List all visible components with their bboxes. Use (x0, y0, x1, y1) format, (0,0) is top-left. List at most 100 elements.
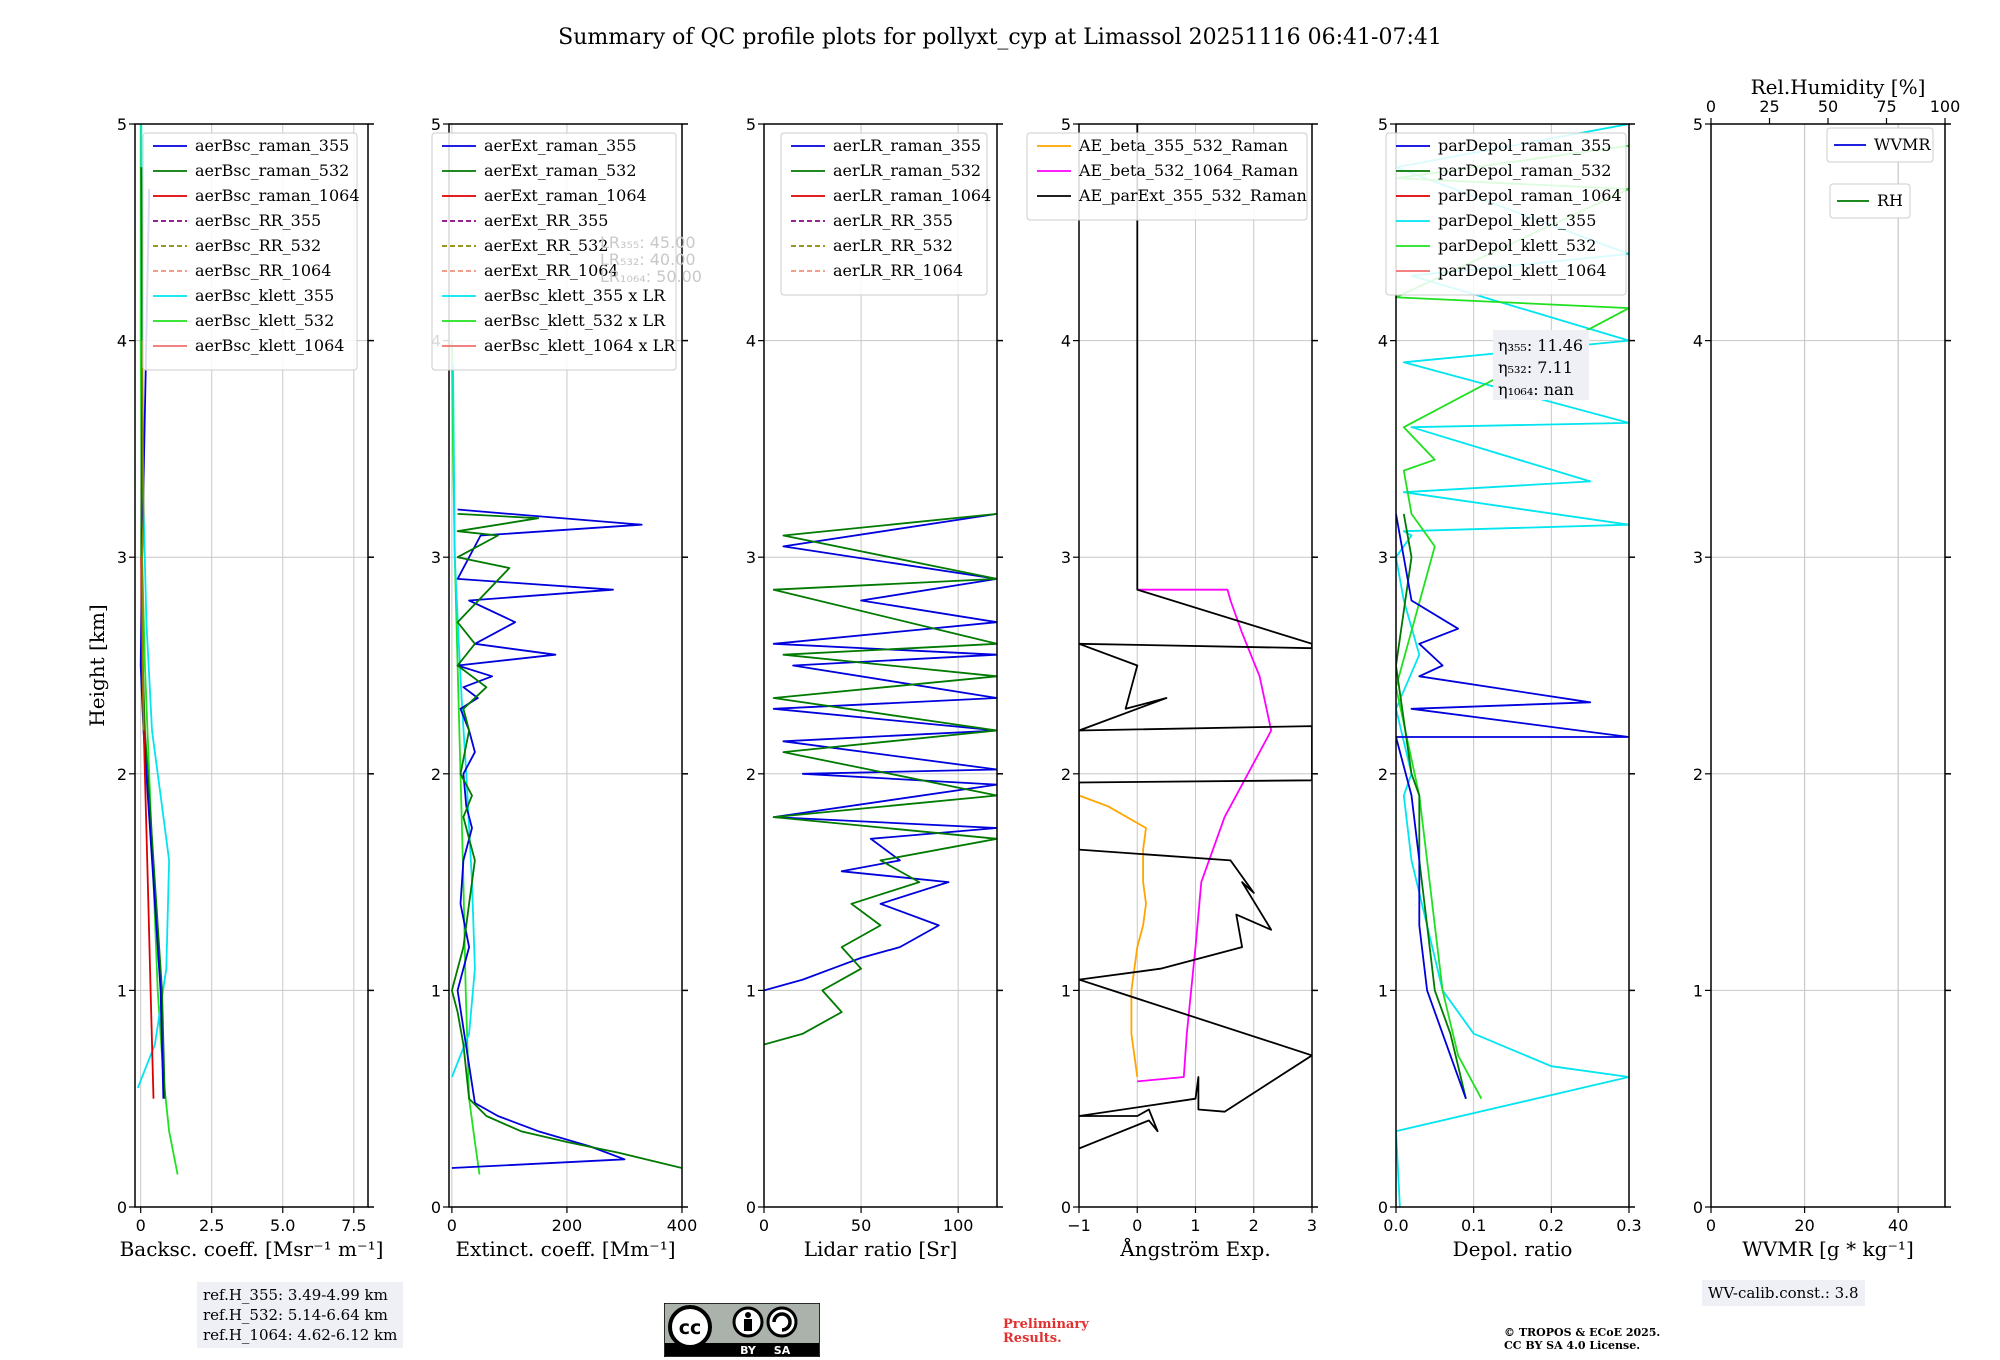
eta-box (1493, 330, 1589, 400)
y-tick-label: 1 (1693, 981, 1703, 1000)
x-axis-label: Depol. ratio (1453, 1237, 1573, 1261)
legend-entry: parDepol_klett_532 (1438, 236, 1596, 255)
y-tick-label: 0 (746, 1198, 756, 1217)
legend-entry: aerBsc_klett_355 x LR (484, 286, 666, 305)
x-tick-label: 200 (552, 1216, 583, 1235)
x2-axis-label: Rel.Humidity [%] (1751, 75, 1926, 99)
series-AE_parExt_355_532_Raman (1079, 124, 1312, 1150)
panel-wv: 0 20 40 0 1 2 3 4 5 WVMR [g * kg⁻¹] 0 25 50 75 100Rel.… (1693, 75, 1960, 1261)
legend-entry: aerLR_raman_355 (833, 136, 981, 155)
series-aerBsc_klett_355 x LR (451, 362, 476, 1078)
y-tick-label: 5 (1378, 115, 1388, 134)
y-tick-label: 3 (431, 548, 441, 567)
x-tick-label: 7.5 (341, 1216, 366, 1235)
legend-entry: parDepol_klett_355 (1438, 211, 1596, 230)
legend-entry: aerLR_RR_355 (833, 211, 953, 230)
y-tick-label: 2 (746, 765, 756, 784)
y-tick-label: 0 (1378, 1198, 1388, 1217)
series-aerExt_raman_532 (450, 513, 682, 1169)
series-group (136, 124, 179, 1175)
x-tick-label: 20 (1794, 1216, 1814, 1235)
y-tick-label: 4 (117, 332, 127, 351)
y-tick-label: 1 (117, 981, 127, 1000)
axes-frame (1710, 123, 1946, 1208)
y-tick-label: 5 (431, 115, 441, 134)
cc-by-sa-license-badge: cc BY SA (664, 1303, 820, 1357)
axes-frame (448, 123, 683, 1208)
series-aerLR_raman_532 (764, 513, 997, 1046)
series-parDepol_raman_532 (1396, 513, 1467, 1099)
eta-annotation: η₅₃₂: 7.11 (1498, 358, 1573, 377)
lr-annotation: LR₃₅₅: 45.00 (600, 233, 696, 252)
x-tick-label: 0 (1132, 1216, 1142, 1235)
x-tick-label: 0.1 (1461, 1216, 1486, 1235)
eta-annotation: η₁₀₆₄: nan (1498, 380, 1574, 399)
x-axis-label: Lidar ratio [Sr] (804, 1237, 958, 1261)
y-tick-label: 0 (1693, 1198, 1703, 1217)
legend-entry: aerExt_RR_1064 (484, 261, 619, 280)
panel-depol: 0.0 0.1 0.2 0.3 0 1 2 3 4 5 Depol. ratio parDepol_r… (1378, 115, 1642, 1261)
legend-box (780, 132, 988, 296)
panel-ext: 0200400012345Extinct. coeff. [Mm⁻¹]aerEx… (431, 115, 702, 1261)
legend-entry: aerExt_RR_355 (484, 211, 608, 230)
legend-entry: aerBsc_klett_1064 (195, 336, 344, 355)
cc-icon (668, 1305, 712, 1349)
x-tick-label: 5.0 (270, 1216, 295, 1235)
by-text: BY (740, 1344, 757, 1357)
wv-calib-const: WV-calib.const.: 3.8 (1708, 1284, 1859, 1302)
legend-entry: aerExt_raman_355 (484, 136, 637, 155)
y-axis-label: Height [km] (85, 604, 109, 726)
x-tick-label: 2.5 (199, 1216, 224, 1235)
legend-entry: WVMR (1874, 135, 1931, 154)
cc-text: cc (679, 1317, 702, 1339)
x-axis-label: Backsc. coeff. [Msr⁻¹ m⁻¹] (120, 1237, 384, 1261)
preliminary-line-2: Results. (1003, 1331, 1062, 1346)
legend-entry: aerExt_raman_532 (484, 161, 637, 180)
lr-annotation: LR₅₃₂: 40.00 (600, 250, 696, 269)
y-tick-label: 2 (1061, 765, 1071, 784)
series-parDepol_raman_355 (1396, 513, 1629, 1100)
y-tick-label: 1 (431, 981, 441, 1000)
y-tick-label: 3 (117, 548, 127, 567)
y-tick-label: 4 (1061, 332, 1071, 351)
x-tick-label: 3 (1307, 1216, 1317, 1235)
y-tick-label: 3 (1693, 548, 1703, 567)
reference-heights-box: ref.H_355: 3.49-4.99 km ref.H_532: 5.14-… (197, 1282, 404, 1348)
sa-text: SA (774, 1344, 791, 1357)
y-tick-label: 4 (1378, 332, 1388, 351)
legend-box (1829, 183, 1911, 219)
y-tick-label: 2 (1378, 765, 1388, 784)
ref-height-532: ref.H_532: 5.14-6.64 km (203, 1306, 388, 1324)
legend-box (142, 132, 358, 371)
x-axis-label: WVMR [g * kg⁻¹] (1742, 1237, 1914, 1261)
figure-title: Summary of QC profile plots for pollyxt_… (558, 25, 1442, 50)
series-aerExt_raman_355 (451, 508, 643, 1169)
series-group (764, 513, 997, 1046)
copyright-notice: © TROPOS & ECoE 2025. CC BY SA 4.0 Licen… (1504, 1326, 1660, 1352)
legend-entry: parDepol_raman_532 (1438, 161, 1611, 180)
axes-frame (134, 123, 369, 1208)
legend-entry: aerBsc_raman_532 (195, 161, 349, 180)
series-aerLR_raman_355 (764, 513, 997, 992)
legend-entry: aerBsc_RR_1064 (195, 261, 331, 280)
copyright-line-1: © TROPOS & ECoE 2025. (1504, 1326, 1661, 1339)
y-tick-label: 3 (746, 548, 756, 567)
x-tick-label: 0 (1706, 1216, 1716, 1235)
legend-entry: aerBsc_RR_532 (195, 236, 321, 255)
legend-entry: parDepol_raman_355 (1438, 136, 1611, 155)
y-tick-label: 5 (746, 115, 756, 134)
y-tick-label: 3 (1061, 548, 1071, 567)
copyright-line-2: CC BY SA 4.0 License. (1504, 1339, 1641, 1352)
y-tick-label: 2 (117, 765, 127, 784)
x-tick-label: 1 (1190, 1216, 1200, 1235)
y-tick-label: 5 (1061, 115, 1071, 134)
legend-entry: aerLR_RR_1064 (833, 261, 963, 280)
legend-entry: aerLR_raman_1064 (833, 186, 991, 205)
ref-height-1064: ref.H_1064: 4.62-6.12 km (203, 1326, 398, 1344)
x-tick-label: 400 (667, 1216, 698, 1235)
wv-calibration-box: WV-calib.const.: 3.8 (1702, 1280, 1865, 1306)
x-axis-label: Ångström Exp. (1119, 1236, 1270, 1261)
ref-height-355: ref.H_355: 3.49-4.99 km (203, 1286, 388, 1304)
series-group (1079, 124, 1312, 1150)
